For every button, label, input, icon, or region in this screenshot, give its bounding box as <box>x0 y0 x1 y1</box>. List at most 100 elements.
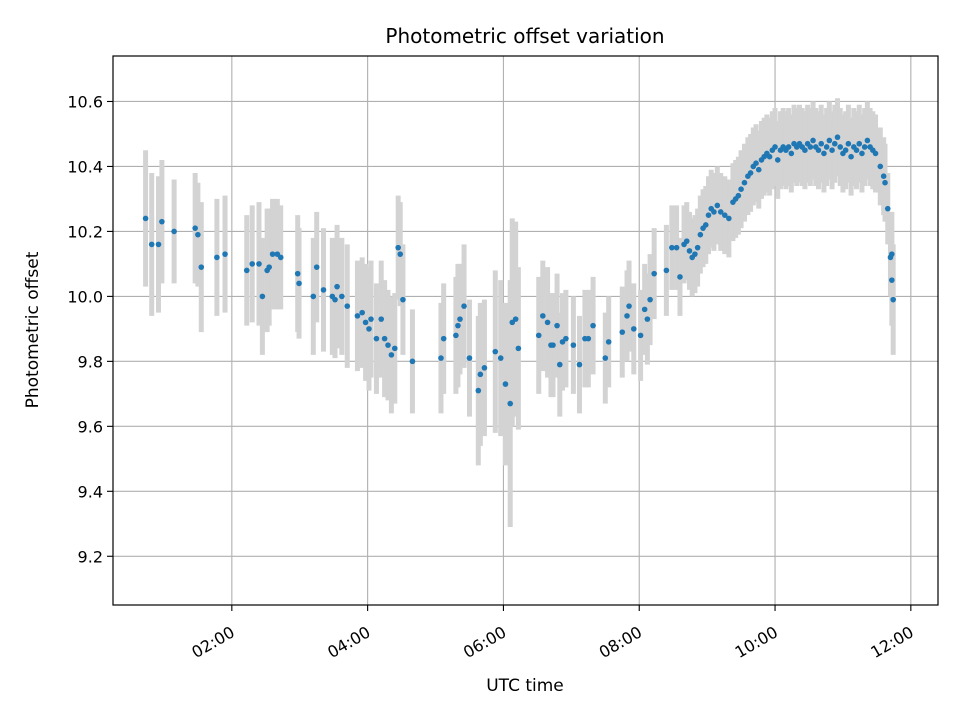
data-point <box>890 296 896 303</box>
data-point <box>624 313 630 319</box>
data-point <box>310 293 317 300</box>
data-point <box>256 261 262 267</box>
data-point <box>502 381 509 387</box>
data-point <box>802 147 808 154</box>
data-point <box>466 355 473 361</box>
data-point <box>856 140 863 147</box>
y-axis-ticks: 9.2 9.4 9.6 9.8 10.0 10.2 10.4 10.6 <box>67 92 113 566</box>
data-point <box>507 400 514 407</box>
data-point <box>853 147 860 154</box>
data-point <box>556 361 563 368</box>
data-point <box>677 274 683 280</box>
x-axis-label: UTC time <box>486 676 564 696</box>
data-point <box>845 140 852 147</box>
data-point <box>821 150 827 157</box>
data-point <box>815 147 822 154</box>
data-point <box>882 179 888 186</box>
data-point <box>400 296 406 303</box>
data-point <box>461 303 467 309</box>
data-point <box>344 303 351 309</box>
data-point <box>198 264 205 270</box>
data-point <box>481 365 488 371</box>
data-point <box>738 186 744 192</box>
data-point <box>388 352 395 358</box>
data-point <box>818 140 825 147</box>
data-point <box>362 319 369 326</box>
data-point <box>864 137 871 144</box>
data-point <box>605 339 612 345</box>
data-point <box>669 244 675 251</box>
data-point <box>249 261 255 267</box>
data-point <box>296 280 302 287</box>
data-point <box>550 342 556 348</box>
data-point <box>641 306 648 313</box>
data-point <box>155 241 162 248</box>
y-tick-label: 9.4 <box>78 482 103 501</box>
data-point <box>755 166 762 173</box>
data-point <box>563 335 569 342</box>
data-point <box>457 316 463 322</box>
data-point <box>585 335 592 342</box>
y-tick-label: 10.0 <box>67 287 103 306</box>
data-point <box>880 173 887 179</box>
data-point <box>334 283 340 290</box>
data-point <box>741 179 748 186</box>
data-point <box>391 345 398 352</box>
data-point <box>647 296 653 303</box>
data-point <box>766 153 773 160</box>
data-point <box>453 332 459 339</box>
data-point <box>535 332 542 339</box>
data-point <box>266 264 272 270</box>
data-point <box>544 319 551 326</box>
data-point <box>576 361 583 368</box>
data-point <box>626 303 632 309</box>
y-tick-label: 9.6 <box>78 417 103 436</box>
data-point <box>753 160 759 167</box>
data-point <box>705 212 712 218</box>
data-point <box>810 137 816 144</box>
data-point <box>492 348 499 355</box>
data-point <box>214 254 220 261</box>
data-point <box>837 144 844 150</box>
data-point <box>320 287 327 293</box>
data-point <box>222 251 228 257</box>
data-point <box>409 358 416 365</box>
data-point <box>378 316 385 322</box>
chart-title: Photometric offset variation <box>385 24 664 48</box>
data-point <box>385 342 391 348</box>
data-point <box>826 137 833 144</box>
data-point <box>354 313 361 319</box>
data-point <box>831 140 838 147</box>
data-point <box>834 134 841 141</box>
data-point <box>294 270 301 277</box>
data-point <box>861 144 868 150</box>
data-point <box>631 326 637 332</box>
data-point <box>366 326 372 332</box>
data-point <box>842 147 849 154</box>
data-point <box>884 205 891 212</box>
data-point <box>663 267 670 274</box>
data-point <box>651 270 657 277</box>
data-point <box>877 163 884 170</box>
data-point <box>515 345 522 352</box>
data-point <box>692 251 698 257</box>
plot-frame <box>112 55 939 606</box>
data-point <box>554 322 560 329</box>
data-point <box>637 332 644 339</box>
data-point <box>673 244 680 251</box>
data-point <box>602 355 609 361</box>
y-tick-label: 10.2 <box>67 222 103 241</box>
data-point <box>721 212 728 218</box>
data-point <box>570 342 577 348</box>
data-point <box>694 244 701 251</box>
data-point <box>717 209 724 215</box>
data-point <box>747 170 754 176</box>
data-point <box>159 218 165 225</box>
data-point <box>373 335 380 342</box>
data-point <box>395 244 401 251</box>
data-point <box>872 150 879 157</box>
data-point <box>711 209 717 215</box>
data-point <box>381 335 388 342</box>
data-point <box>683 238 690 244</box>
data-point <box>619 329 626 335</box>
